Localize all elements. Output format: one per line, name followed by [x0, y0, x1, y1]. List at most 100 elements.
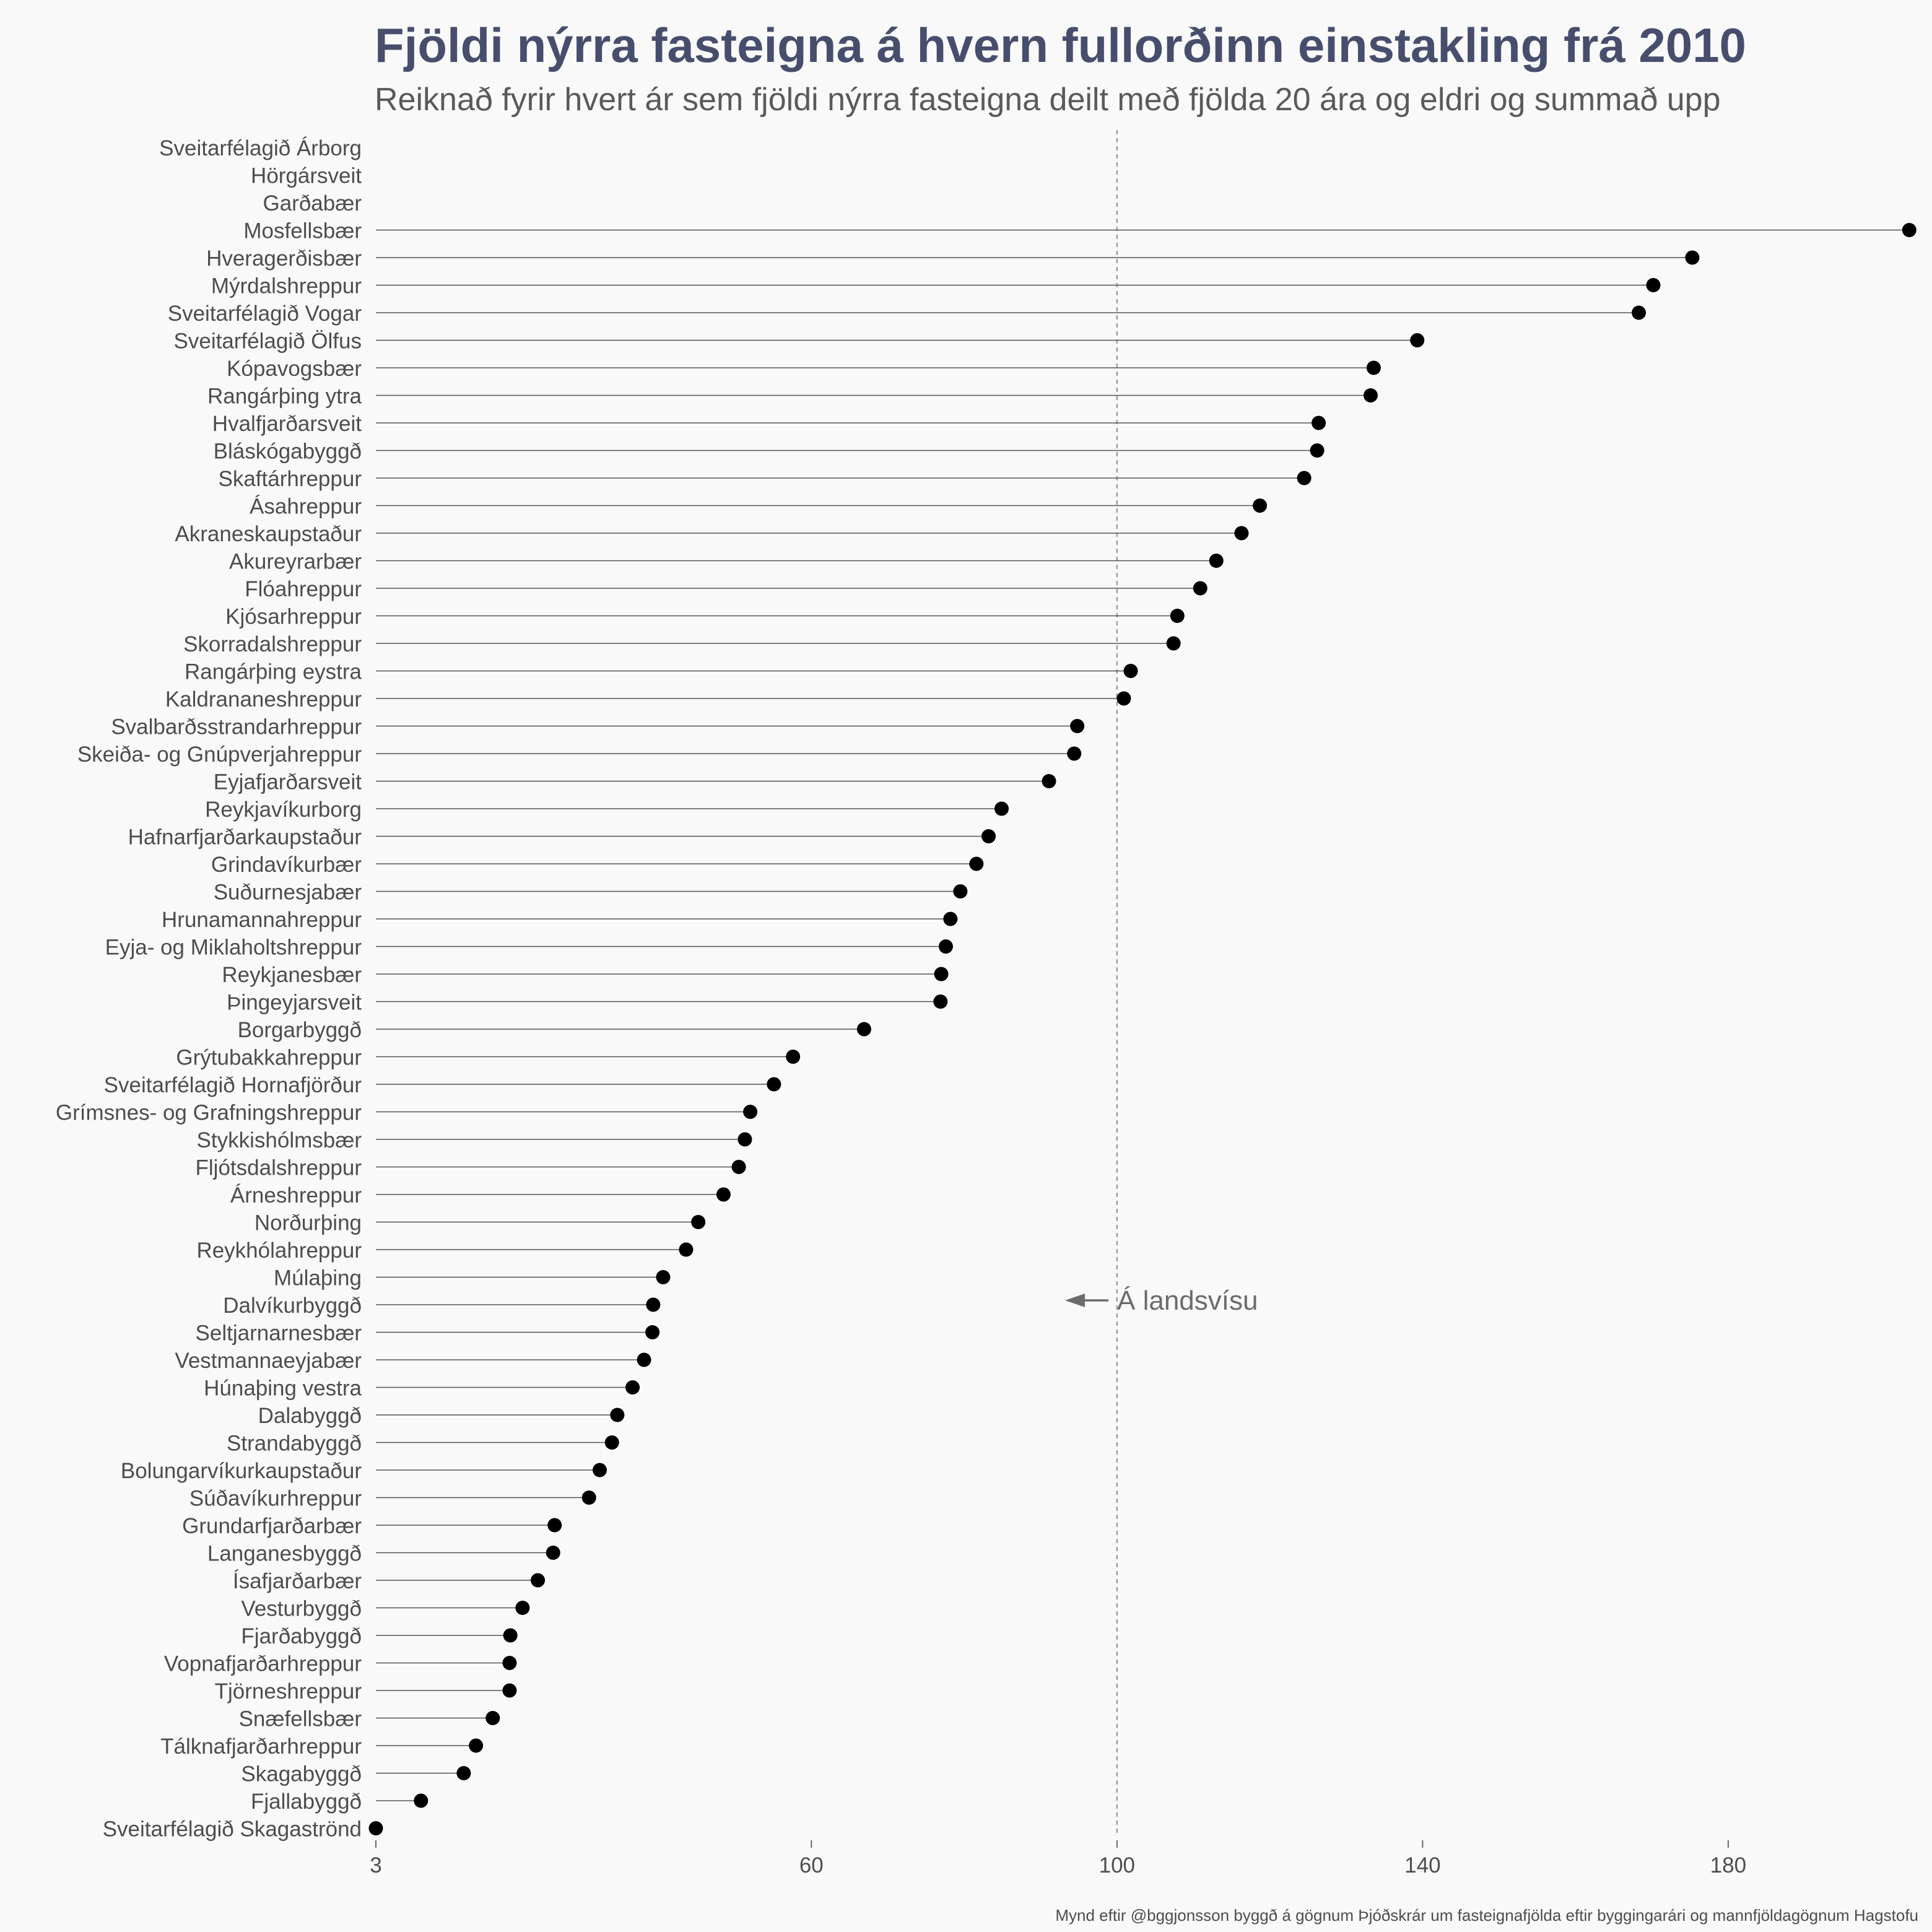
- category-label: Langanesbyggð: [207, 1542, 362, 1566]
- category-label: Skagabyggð: [241, 1762, 362, 1786]
- category-label: Akraneskaupstaður: [175, 522, 362, 546]
- data-point: [1209, 554, 1224, 568]
- data-point: [645, 1325, 660, 1339]
- x-tick-label: 100: [1099, 1853, 1135, 1878]
- chart-title: Fjöldi nýrra fasteigna á hvern fullorðin…: [375, 18, 1746, 72]
- data-point: [1170, 609, 1185, 623]
- category-label: Mýrdalshreppur: [211, 274, 362, 298]
- data-point: [502, 1683, 517, 1698]
- annotation-arrow-head: [1065, 1294, 1085, 1307]
- data-point: [637, 1352, 651, 1367]
- category-label: Vopnafjarðarhreppur: [164, 1652, 362, 1676]
- category-label: Grindavíkurbær: [211, 853, 362, 877]
- category-label: Húnaþing vestra: [204, 1377, 362, 1401]
- data-point: [1166, 636, 1181, 651]
- data-point: [786, 1050, 801, 1064]
- category-label: Garðabær: [263, 191, 362, 215]
- data-point: [1632, 305, 1647, 320]
- category-label: Kjósarhreppur: [225, 605, 362, 629]
- data-point: [646, 1297, 661, 1312]
- category-label: Reykhólahreppur: [196, 1238, 362, 1263]
- category-label: Vesturbyggð: [241, 1597, 362, 1621]
- data-point: [593, 1463, 607, 1477]
- category-label: Eyjafjarðarsveit: [214, 770, 362, 794]
- category-label: Bláskógabyggð: [214, 440, 362, 464]
- category-label: Fjarðabyggð: [241, 1624, 362, 1648]
- category-label: Borgarbyggð: [238, 1018, 362, 1042]
- data-point: [1902, 223, 1917, 237]
- data-point: [610, 1408, 625, 1422]
- data-point: [738, 1132, 752, 1147]
- category-label: Strandabyggð: [227, 1432, 362, 1456]
- category-label: Grýtubakkahreppur: [176, 1046, 362, 1070]
- data-point: [503, 1628, 518, 1643]
- chart-marks: Sveitarfélagið Árborg Hörgársveit Garðabær…: [56, 130, 1917, 1878]
- data-point: [656, 1270, 671, 1284]
- category-label: Dalabyggð: [258, 1404, 362, 1428]
- category-label: Reykjavíkurborg: [205, 798, 362, 822]
- category-label: Bolungarvíkurkaupstaður: [121, 1459, 362, 1483]
- data-point: [502, 1656, 517, 1670]
- category-label: Hveragerðisbær: [206, 246, 362, 271]
- category-label: Sveitarfélagið Árborg: [159, 136, 362, 160]
- category-label: Múlaþing: [274, 1266, 362, 1290]
- category-label: Súðavíkurhreppur: [189, 1487, 362, 1511]
- data-point: [1410, 333, 1425, 347]
- data-point: [691, 1215, 706, 1229]
- category-label: Fljótsdalshreppur: [196, 1156, 362, 1180]
- category-label: Grímsnes- og Grafningshreppur: [56, 1101, 362, 1125]
- x-tick-label: 180: [1710, 1853, 1746, 1878]
- data-point: [1363, 388, 1378, 402]
- data-point: [716, 1187, 731, 1202]
- category-label: Dalvíkurbyggð: [223, 1294, 362, 1318]
- category-label: Hvalfjarðarsveit: [212, 412, 362, 436]
- category-label: Akureyrarbær: [229, 550, 362, 574]
- category-label: Sveitarfélagið Skagaströnd: [103, 1817, 362, 1842]
- data-point: [581, 1490, 596, 1505]
- data-point: [969, 856, 984, 871]
- data-point: [604, 1435, 619, 1450]
- data-point: [1067, 746, 1082, 761]
- category-label: Vestmannaeyjabær: [175, 1349, 362, 1373]
- category-label: Ásahreppur: [250, 495, 362, 519]
- category-label: Hörgársveit: [251, 164, 362, 188]
- data-point: [469, 1738, 484, 1753]
- data-point: [1646, 278, 1661, 292]
- data-point: [1297, 471, 1312, 485]
- data-point: [679, 1242, 694, 1257]
- data-point: [994, 801, 1009, 816]
- category-label: Tjörneshreppur: [215, 1679, 362, 1704]
- data-point: [767, 1077, 781, 1092]
- category-label: Sveitarfélagið Ölfus: [174, 329, 362, 354]
- data-point: [625, 1380, 640, 1395]
- category-label: Grundarfjarðarbær: [182, 1514, 362, 1538]
- category-label: Skeiða- og Gnúpverjahreppur: [77, 742, 362, 767]
- data-point: [1116, 691, 1131, 706]
- category-label: Eyja- og Miklaholtshreppur: [105, 936, 362, 960]
- category-label: Svalbarðsstrandarhreppur: [111, 715, 362, 739]
- data-point: [485, 1711, 500, 1725]
- data-point: [515, 1601, 530, 1615]
- data-point: [1253, 498, 1268, 513]
- data-point: [368, 1821, 383, 1835]
- data-point: [933, 994, 948, 1009]
- category-label: Ísafjarðarbær: [233, 1569, 362, 1593]
- data-point: [943, 912, 958, 926]
- x-tick-label: 60: [799, 1853, 824, 1878]
- category-label: Mosfellsbær: [243, 219, 362, 243]
- data-point: [1193, 581, 1208, 596]
- data-point: [1234, 526, 1249, 541]
- data-point: [531, 1573, 546, 1588]
- category-label: Stykkishólmsbær: [197, 1128, 362, 1152]
- data-point: [414, 1793, 429, 1808]
- category-label: Hafnarfjarðarkaupstaður: [128, 825, 362, 850]
- data-point: [1312, 416, 1326, 430]
- x-tick-label: 3: [370, 1853, 381, 1878]
- data-point: [856, 1022, 871, 1037]
- data-point: [1123, 664, 1138, 678]
- data-point: [1042, 774, 1056, 788]
- category-label: Snæfellsbær: [239, 1707, 362, 1731]
- category-label: Reykjanesbær: [222, 963, 362, 987]
- annotation-label: Á landsvísu: [1117, 1286, 1258, 1316]
